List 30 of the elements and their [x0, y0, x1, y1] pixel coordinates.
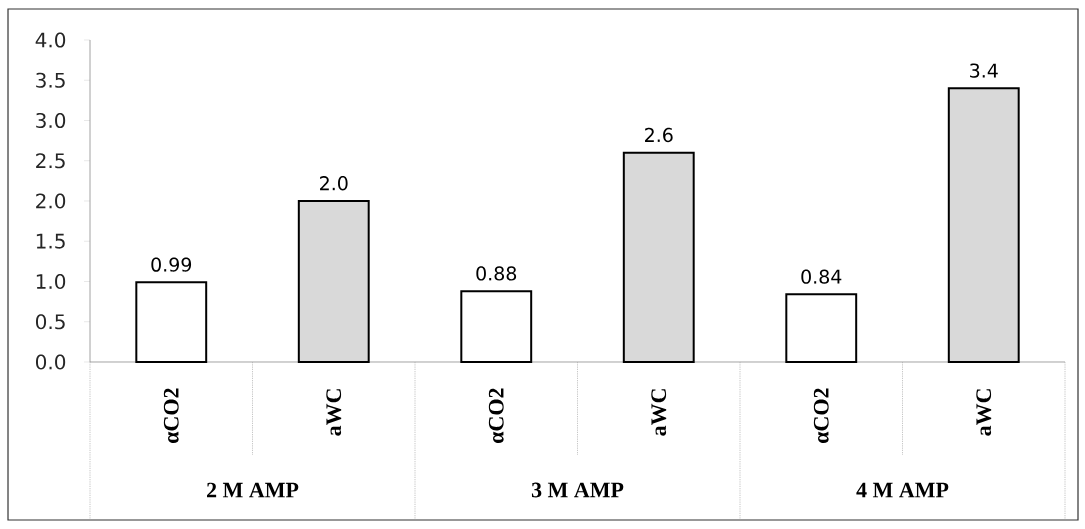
x-tick-label: αCO2	[813, 388, 829, 443]
y-tick-label: 1.0	[36, 273, 66, 290]
x-tick-label: αCO2	[163, 388, 179, 443]
y-tick-label: 0.5	[35, 314, 65, 330]
y-tick-label: 0.0	[35, 354, 66, 370]
x-tick-label: aWC	[651, 389, 667, 436]
data-label: 3.4	[970, 63, 998, 78]
data-label: 2.6	[645, 127, 673, 143]
data-label: 0.84	[801, 269, 842, 284]
x-tick-label: αCO2	[488, 388, 504, 443]
y-tick-label: 3.5	[36, 72, 65, 88]
data-label: 2.0	[320, 176, 348, 191]
y-tick-label: 3.0	[36, 112, 66, 129]
data-label: 0.99	[151, 257, 192, 272]
bar	[460, 290, 533, 363]
text: 2 M AMP	[207, 482, 299, 498]
y-tick-label: 4.0	[35, 32, 66, 48]
y-tick-label: 2.0	[36, 193, 66, 209]
bar	[297, 199, 370, 363]
bar	[135, 281, 208, 363]
bar	[622, 151, 695, 363]
y-tick-label: 2.5	[36, 153, 65, 169]
text: 3 M AMP	[531, 482, 624, 498]
y-tick-label: 1.5	[36, 233, 65, 249]
bar	[947, 87, 1020, 363]
x-tick-label: aWC	[326, 389, 342, 436]
bar	[785, 293, 858, 363]
data-label: 0.88	[476, 266, 517, 281]
x-tick-label: aWC	[976, 389, 992, 436]
text: 4 M AMP	[856, 482, 949, 498]
